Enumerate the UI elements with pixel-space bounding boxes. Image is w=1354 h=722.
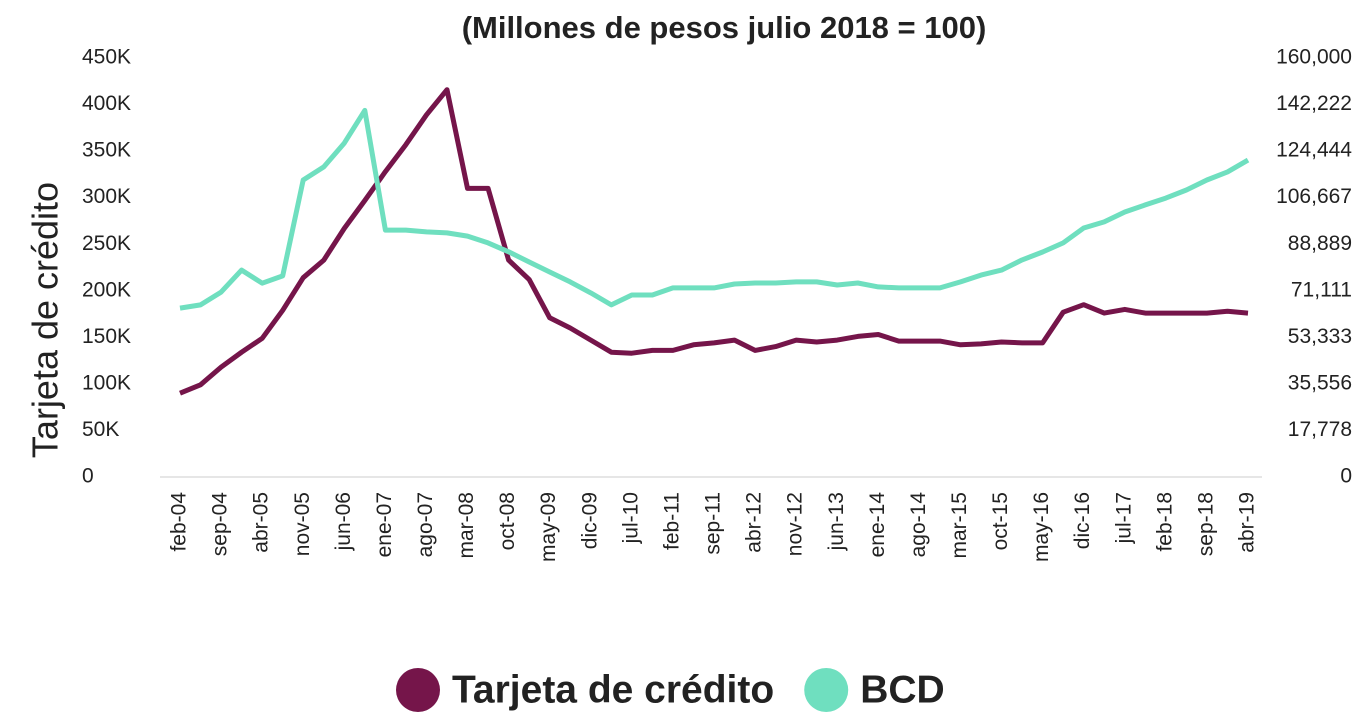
y-tick-label: 400K: [82, 92, 131, 115]
x-tick-label: jun-13: [825, 492, 848, 551]
legend-label: Tarjeta de crédito: [452, 668, 774, 711]
y2-tick-label: 88,889: [1288, 232, 1352, 255]
x-tick-label: sep-04: [209, 492, 232, 557]
x-tick-label: feb-18: [1153, 492, 1176, 552]
y-tick-label: 150K: [82, 325, 131, 348]
x-tick-label: abr-19: [1236, 492, 1259, 553]
y-tick-label: 0: [82, 465, 94, 488]
x-tick-label: dic-16: [1071, 492, 1094, 549]
x-tick-label: jul-10: [619, 492, 642, 544]
x-tick-label: may-09: [537, 492, 560, 562]
y-tick-label: 350K: [82, 139, 131, 162]
x-tick-label: sep-18: [1194, 492, 1217, 556]
x-tick-label: abr-05: [250, 492, 273, 553]
x-tick-label: sep-11: [702, 492, 725, 555]
chart-title: (Millones de pesos julio 2018 = 100): [462, 10, 987, 45]
y-axis-label: Tarjeta de crédito: [25, 182, 66, 458]
x-tick-label: oct-15: [989, 492, 1012, 550]
y-tick-label: 100K: [82, 371, 131, 394]
legend-swatch: [804, 668, 849, 712]
x-tick-label: feb-11: [660, 492, 683, 550]
x-tick-label: ene-07: [373, 492, 396, 557]
y-tick-label: 450K: [82, 46, 131, 69]
y-tick-label: 250K: [82, 232, 131, 255]
x-tick-label: nov-12: [784, 492, 807, 556]
series-line: [179, 87, 1249, 396]
y2-tick-label: 0: [1340, 465, 1352, 488]
x-tick-label: may-16: [1030, 492, 1053, 562]
x-tick-label: feb-04: [168, 492, 191, 552]
y2-tick-label: 124,444: [1276, 139, 1352, 162]
y-tick-label: 50K: [82, 418, 119, 441]
y2-tick-label: 160,000: [1276, 46, 1352, 69]
y2-tick-label: 17,778: [1288, 418, 1352, 441]
series-line: [179, 107, 1250, 311]
x-tick-label: nov-05: [291, 492, 314, 556]
x-tick-label: ene-14: [866, 492, 889, 558]
y2-tick-label: 53,333: [1288, 325, 1352, 348]
x-tick-label: dic-09: [578, 492, 601, 549]
x-tick-label: ago-07: [414, 492, 437, 557]
x-tick-label: abr-12: [743, 492, 766, 553]
x-tick-label: ago-14: [907, 492, 930, 558]
x-tick-label: jun-06: [332, 492, 355, 551]
y2-tick-label: 35,556: [1288, 371, 1352, 394]
x-tick-label: mar-15: [948, 492, 971, 559]
x-tick-label: jul-17: [1112, 492, 1135, 544]
x-tick-label: oct-08: [496, 492, 519, 550]
y2-tick-label: 71,111: [1291, 278, 1352, 301]
legend-swatch: [396, 668, 440, 712]
y2-tick-label: 106,667: [1276, 185, 1352, 208]
x-tick-label: mar-08: [455, 492, 478, 559]
y2-tick-label: 142,222: [1276, 92, 1352, 115]
y-tick-label: 300K: [82, 185, 131, 208]
legend-label: BCD: [860, 668, 945, 711]
y-tick-label: 200K: [82, 278, 131, 301]
